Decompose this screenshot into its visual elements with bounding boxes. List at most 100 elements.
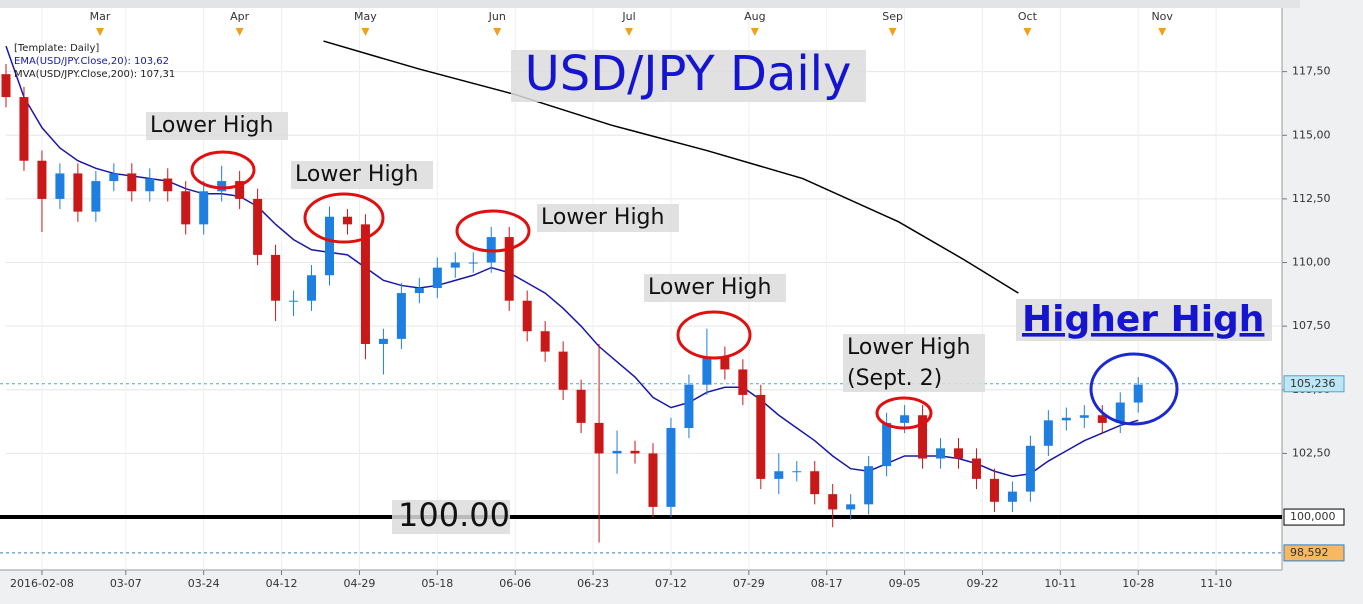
legend: [Template: Daily] EMA(USD/JPY.Close,20):… — [14, 43, 175, 80]
legend-entry: EMA(USD/JPY.Close,20): 103,62 — [14, 56, 169, 67]
annotation: (Sept. 2) — [847, 366, 942, 391]
candle-body — [504, 237, 514, 301]
x-tick-label: 07-29 — [733, 577, 765, 590]
candle-body — [1043, 420, 1053, 446]
candle-body — [594, 422, 604, 454]
x-tick-label: 05-18 — [421, 577, 453, 590]
candle-body — [73, 173, 83, 212]
x-tick-label: 09-05 — [889, 577, 921, 590]
candle-body — [378, 338, 388, 344]
candle-body — [109, 173, 119, 182]
y-tick-label: 107,50 — [1292, 319, 1331, 332]
candle-body — [774, 471, 784, 479]
annotation: Lower High — [295, 162, 418, 187]
candle-body — [253, 198, 263, 255]
tick-marker — [361, 28, 370, 36]
legend-header: [Template: Daily] — [14, 43, 99, 54]
candle-body — [163, 178, 173, 192]
candle-body — [342, 216, 352, 225]
indicator-line — [5, 45, 1139, 478]
highlight-circle — [875, 396, 933, 430]
y-tick-label: 115,00 — [1292, 128, 1331, 141]
annotation-bg — [644, 274, 786, 302]
tick-marker — [1158, 28, 1167, 36]
x-tick-label: 06-23 — [577, 577, 609, 590]
y-tick-label: 110,00 — [1292, 256, 1331, 269]
x-tick-label: 11-10 — [1200, 577, 1232, 590]
marks — [0, 40, 1282, 554]
annotation-bg — [291, 161, 433, 189]
candle-body — [828, 494, 838, 510]
candle-body — [936, 448, 946, 459]
candle-body — [756, 394, 766, 479]
candle-body — [1007, 491, 1017, 502]
candle-body — [810, 471, 820, 495]
candle-body — [918, 415, 928, 459]
candle-body — [989, 478, 999, 502]
candle-body — [522, 300, 532, 332]
candle-body — [145, 178, 155, 192]
top-axis-strip — [0, 0, 1300, 8]
tick-marker — [750, 28, 759, 36]
level-label: 98,592 — [1290, 546, 1329, 559]
candle-body — [414, 287, 424, 294]
level-label: 105,236 — [1290, 377, 1336, 390]
candle-body — [19, 97, 29, 161]
highlight-circle — [190, 150, 256, 190]
candle-body — [396, 293, 406, 339]
annotation: Higher High — [1022, 299, 1264, 340]
highlight-circle — [455, 209, 531, 253]
candle-body — [235, 181, 245, 199]
tick-marker — [888, 28, 897, 36]
x-tick-label: 10-11 — [1044, 577, 1076, 590]
y-tick-label: 102,50 — [1292, 446, 1331, 459]
candle-body — [684, 384, 694, 428]
x-top-tick-label: Oct — [1018, 10, 1038, 23]
candle-body — [1, 74, 11, 98]
candle-body — [864, 466, 874, 505]
candle-body — [900, 415, 910, 423]
annotation: 100.00 — [398, 496, 510, 534]
candle-body — [738, 369, 748, 395]
tick-marker — [1023, 28, 1032, 36]
x-top-tick-label: Jul — [621, 10, 635, 23]
highlight-circle — [676, 310, 752, 360]
highlight-circle — [1089, 352, 1179, 426]
x-top-tick-label: May — [354, 10, 377, 23]
candle-body — [127, 173, 137, 192]
candle-body — [324, 216, 334, 276]
tick-marker — [625, 28, 634, 36]
x-tick-label: 2016-02-08 — [10, 577, 74, 590]
candle-body — [971, 458, 981, 479]
candle-body — [882, 422, 892, 467]
candle-body — [666, 427, 676, 507]
tick-marker — [96, 28, 105, 36]
x-tick-label: 04-12 — [266, 577, 298, 590]
candle-body — [648, 453, 658, 507]
tick-marker — [493, 28, 502, 36]
candle-body — [1025, 445, 1035, 492]
candle-body — [468, 262, 478, 264]
candle-body — [558, 351, 568, 390]
x-tick-label: 10-28 — [1122, 577, 1154, 590]
y-tick-label: 112,50 — [1292, 192, 1331, 205]
x-top-tick-label: Jun — [488, 10, 506, 23]
candle-body — [702, 356, 712, 385]
x-tick-label: 07-12 — [655, 577, 687, 590]
annotation: Lower High — [541, 205, 664, 230]
indicator-line — [323, 40, 1019, 294]
candle-body — [91, 181, 101, 212]
title-bg — [511, 50, 866, 102]
candle-body — [181, 191, 191, 225]
candle-body — [55, 173, 65, 199]
x-top-tick-label: Aug — [744, 10, 765, 23]
candle-body — [792, 471, 802, 473]
x-tick-label: 03-07 — [110, 577, 142, 590]
annotation-bg — [537, 204, 679, 232]
candle-body — [576, 389, 586, 423]
candle-body — [307, 275, 317, 301]
candle-body — [846, 504, 856, 510]
candle-body — [360, 224, 370, 344]
level-label-box — [1283, 375, 1345, 393]
